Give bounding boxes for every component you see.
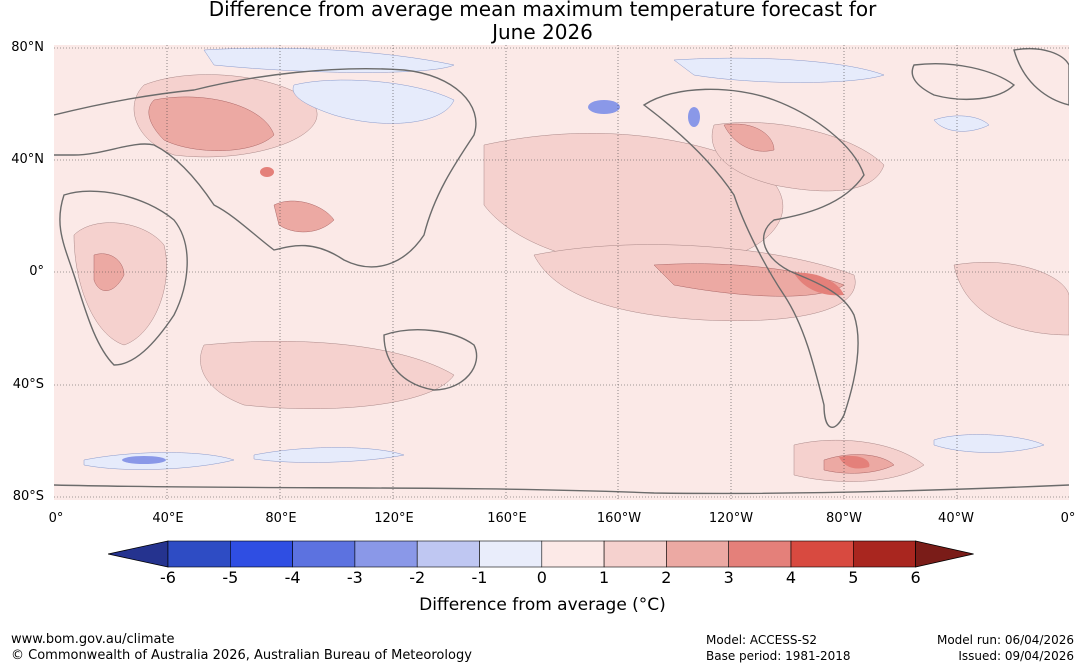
footer-base-period: Base period: 1981-2018	[706, 649, 851, 663]
colorbar-tick-label: -2	[409, 568, 426, 587]
colorbar-tick-label: 3	[723, 568, 734, 587]
lat-label-80n: 80°N	[11, 40, 44, 55]
colorbar-bin-8	[603, 540, 667, 568]
colorbar-tick-label: -5	[222, 568, 239, 587]
colorbar-tick-label: -1	[471, 568, 488, 587]
anomaly-zone-negative	[83, 47, 1045, 470]
colorbar-tick-label: 2	[661, 568, 672, 587]
graticule	[54, 45, 1069, 500]
colorbar-bin-7	[541, 540, 605, 568]
lat-label-40n: 40°N	[11, 152, 44, 167]
anomaly-zone-1-2	[93, 96, 895, 474]
lon-label-80w: 80°W	[826, 511, 862, 526]
footer-url: www.bom.gov.au/climate	[11, 632, 175, 647]
colorbar-bin-11	[790, 540, 854, 568]
anomaly-zone-strong-negative	[122, 100, 700, 464]
colorbar-tick-label: 1	[599, 568, 610, 587]
colorbar-label: Difference from average (°C)	[419, 595, 666, 615]
colorbar-tick-label: 5	[848, 568, 859, 587]
lon-label-40e: 40°E	[152, 511, 184, 526]
temperature-anomaly-map	[54, 45, 1069, 500]
lat-label-40s: 40°S	[12, 377, 44, 392]
colorbar-bin-2	[230, 540, 293, 568]
lon-label-120w: 120°W	[708, 511, 754, 526]
lon-label-120e: 120°E	[374, 511, 414, 526]
colorbar	[108, 540, 974, 568]
chart-title-line1: Difference from average mean maximum tem…	[208, 0, 877, 21]
colorbar-bin-12	[852, 540, 916, 568]
colorbar-tick-label: -3	[346, 568, 363, 587]
colorbar-tick-label: 4	[785, 568, 797, 587]
colorbar-tick-label: -4	[284, 568, 301, 587]
lat-label-80s: 80°S	[12, 489, 44, 504]
colorbar-bin-1	[167, 540, 231, 568]
colorbar-bin-5	[416, 540, 480, 568]
lat-label-0: 0°	[29, 264, 44, 279]
colorbar-bin-6	[479, 540, 543, 568]
colorbar-bin-4	[354, 540, 418, 568]
colorbar-tick-label: -6	[160, 568, 176, 587]
colorbar-extend-low	[108, 540, 169, 568]
lon-label-40w: 40°W	[938, 511, 974, 526]
lon-label-160e: 160°E	[487, 511, 527, 526]
chart-title-line2: June 2026	[492, 20, 593, 44]
lon-label-160w: 160°W	[596, 511, 642, 526]
footer-model: Model: ACCESS-S2	[706, 633, 818, 647]
footer-copyright: © Commonwealth of Australia 2026, Austra…	[11, 648, 472, 663]
footer-model-run: Model run: 06/04/2026	[936, 633, 1074, 647]
colorbar-bin-9	[666, 540, 730, 568]
colorbar-bin-10	[728, 540, 792, 568]
colorbar-extend-high	[915, 540, 974, 568]
lon-label-0: 0°	[48, 511, 64, 526]
colorbar-bin-3	[292, 540, 356, 568]
lon-label-0-right: 0°	[1060, 511, 1076, 526]
footer-issued: Issued: 09/04/2026	[958, 649, 1074, 663]
lon-label-80e: 80°E	[265, 511, 297, 526]
colorbar-tick-label: 6	[910, 568, 921, 587]
colorbar-tick-label: 0	[536, 568, 547, 587]
